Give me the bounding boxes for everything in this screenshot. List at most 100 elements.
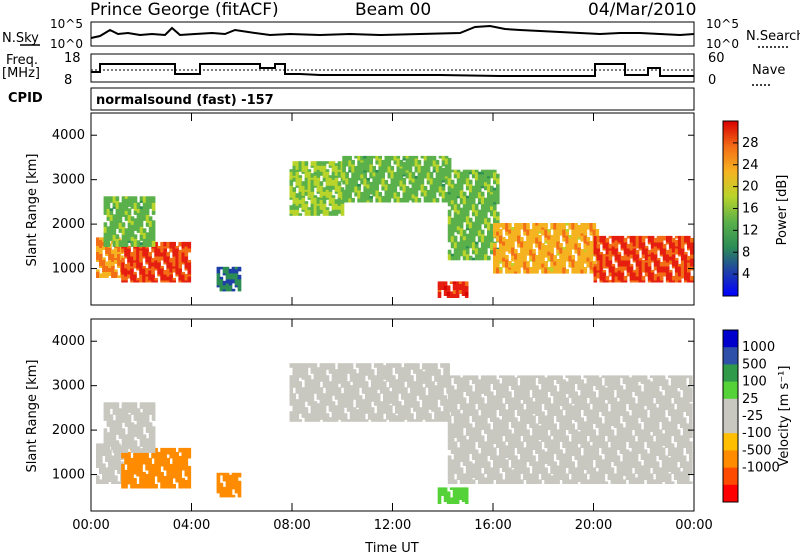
power-cell-456 bbox=[175, 271, 179, 275]
power-cell-2510 bbox=[474, 181, 479, 185]
power-cell-1681 bbox=[387, 173, 392, 177]
power-cell-123 bbox=[117, 255, 121, 258]
power-cell-3928 bbox=[656, 263, 661, 267]
velocity-cell-630 bbox=[115, 428, 120, 431]
power-cell-2049 bbox=[444, 159, 449, 163]
power-cell-400 bbox=[163, 245, 167, 249]
power-cell-2614 bbox=[484, 211, 488, 215]
power-cell-3379 bbox=[577, 251, 581, 254]
power-cell-163 bbox=[121, 249, 125, 253]
power-cell-1249 bbox=[325, 209, 330, 212]
power-cell-221 bbox=[133, 271, 137, 275]
power-cell-1582 bbox=[372, 187, 376, 191]
power-cell-3184 bbox=[550, 261, 554, 264]
power-cell-2928 bbox=[514, 271, 518, 274]
velocity-cell-454 bbox=[172, 447, 176, 451]
power-cell-91 bbox=[111, 259, 115, 262]
velocity-cell-640 bbox=[115, 408, 120, 411]
power-cell-3190 bbox=[550, 249, 554, 252]
power-cell-4024 bbox=[671, 257, 676, 261]
velocity-cell-771 bbox=[136, 446, 141, 449]
power-cell-3132 bbox=[541, 233, 545, 236]
velocity-cell-390 bbox=[163, 477, 167, 481]
power-cell-3449 bbox=[586, 237, 591, 240]
power-cell-1489 bbox=[357, 169, 361, 173]
power-cell-1083 bbox=[301, 163, 306, 166]
power-cell-2978 bbox=[520, 251, 524, 254]
power-cell-800 bbox=[139, 216, 144, 219]
power-cell-50 bbox=[105, 273, 109, 276]
power-cell-1641 bbox=[381, 179, 385, 183]
velocity-cell-30 bbox=[99, 447, 103, 450]
power-cell-1572 bbox=[369, 167, 373, 171]
power-cell-2166 bbox=[447, 193, 452, 197]
power-cell-3680 bbox=[617, 259, 622, 263]
power-cell-2147 bbox=[447, 235, 452, 239]
power-cell-1104 bbox=[304, 169, 309, 172]
power-cell-1290 bbox=[331, 207, 336, 210]
power-cell-2206 bbox=[450, 189, 455, 193]
velocity-cell-254 bbox=[139, 479, 143, 483]
power-cell-3904 bbox=[653, 267, 658, 271]
power-cell-3375 bbox=[577, 259, 581, 262]
velocity-cell-54 bbox=[105, 471, 109, 474]
power-cell-2741 bbox=[493, 175, 497, 179]
power-cell-3466 bbox=[589, 245, 594, 248]
power-cell-933 bbox=[225, 266, 230, 270]
power-cell-3272 bbox=[562, 259, 566, 262]
velocity-cell-235 bbox=[136, 485, 140, 489]
velocity-cell-436 bbox=[169, 449, 173, 453]
power-cell-3577 bbox=[602, 275, 607, 279]
power-cell-353 bbox=[154, 241, 158, 245]
velocity-cell-309 bbox=[148, 475, 152, 479]
power-cell-683 bbox=[121, 196, 126, 199]
power-cell-1319 bbox=[334, 191, 339, 194]
power-cell-2188 bbox=[450, 233, 455, 237]
velocity-cell-734 bbox=[130, 436, 135, 439]
power-cell-2828 bbox=[499, 259, 503, 262]
power-cell-3548 bbox=[596, 251, 601, 255]
power-cell-803 bbox=[139, 210, 144, 213]
velocity-cell-349 bbox=[154, 455, 158, 459]
power-cell-889 bbox=[151, 206, 156, 209]
power-cell-321 bbox=[151, 279, 155, 283]
power-cell-2457 bbox=[471, 223, 476, 227]
power-cell-2491 bbox=[474, 225, 479, 229]
power-cell-3298 bbox=[565, 243, 569, 246]
power-cell-4038 bbox=[674, 273, 679, 277]
power-cell-3520 bbox=[593, 273, 598, 277]
velocity-cell-495 bbox=[181, 463, 186, 467]
power-cell-1327 bbox=[334, 175, 339, 178]
power-cell-3807 bbox=[638, 277, 643, 281]
power-cell-315 bbox=[148, 257, 152, 261]
power-cell-2435 bbox=[468, 187, 473, 191]
power-cell-2667 bbox=[487, 173, 491, 177]
velocity-cell-405 bbox=[166, 481, 170, 485]
power-cell-3299 bbox=[565, 241, 569, 244]
power-cell-3259 bbox=[559, 243, 563, 246]
velocity-cell-279 bbox=[142, 459, 146, 463]
power-cell-3822 bbox=[638, 239, 643, 243]
power-cell-682 bbox=[121, 198, 126, 201]
power-cell-2627 bbox=[484, 177, 488, 181]
power-cell-564 bbox=[106, 234, 111, 237]
power-cell-2496 bbox=[474, 215, 479, 219]
power-cell-168 bbox=[124, 279, 128, 283]
power-cell-2845 bbox=[499, 223, 503, 226]
power-cell-3932 bbox=[656, 247, 661, 251]
power-cell-598 bbox=[109, 198, 114, 201]
power-cell-1345 bbox=[337, 189, 342, 192]
power-cell-2215 bbox=[453, 253, 458, 257]
power-cell-4146 bbox=[690, 249, 694, 253]
power-cell-2376 bbox=[465, 241, 470, 245]
power-cell-3685 bbox=[617, 241, 622, 245]
power-cell-461 bbox=[175, 261, 179, 265]
power-cell-3562 bbox=[599, 267, 604, 271]
power-cell-2523 bbox=[477, 239, 482, 243]
power-cell-1580 bbox=[372, 191, 376, 195]
power-cell-3127 bbox=[541, 251, 545, 254]
power-cell-1350 bbox=[337, 175, 342, 178]
velocity-cell-647 bbox=[118, 436, 123, 439]
power-cell-2007 bbox=[438, 171, 443, 175]
velocity-cell-581 bbox=[109, 444, 114, 447]
